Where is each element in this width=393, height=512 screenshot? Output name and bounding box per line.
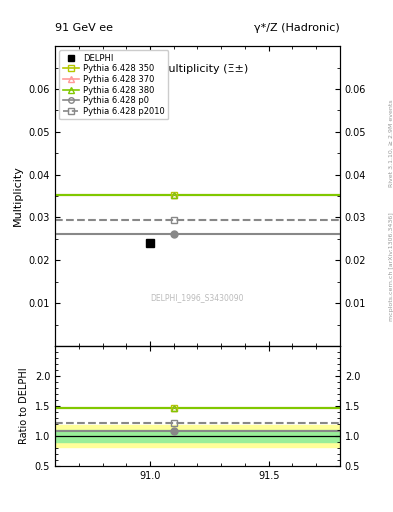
Bar bbox=[55, 430, 340, 442]
Text: DELPHI_1996_S3430090: DELPHI_1996_S3430090 bbox=[151, 293, 244, 303]
Text: Rivet 3.1.10, ≥ 2.9M events: Rivet 3.1.10, ≥ 2.9M events bbox=[389, 99, 393, 187]
Bar bbox=[55, 425, 340, 447]
Text: Ξ multiplicity (Ξ±): Ξ multiplicity (Ξ±) bbox=[147, 64, 248, 74]
Y-axis label: Ratio to DELPHI: Ratio to DELPHI bbox=[19, 368, 29, 444]
Text: γ*/Z (Hadronic): γ*/Z (Hadronic) bbox=[254, 23, 340, 33]
Text: 91 GeV ee: 91 GeV ee bbox=[55, 23, 113, 33]
Y-axis label: Multiplicity: Multiplicity bbox=[13, 165, 23, 226]
Text: mcplots.cern.ch [arXiv:1306.3436]: mcplots.cern.ch [arXiv:1306.3436] bbox=[389, 212, 393, 321]
Legend: DELPHI, Pythia 6.428 350, Pythia 6.428 370, Pythia 6.428 380, Pythia 6.428 p0, P: DELPHI, Pythia 6.428 350, Pythia 6.428 3… bbox=[59, 50, 169, 119]
